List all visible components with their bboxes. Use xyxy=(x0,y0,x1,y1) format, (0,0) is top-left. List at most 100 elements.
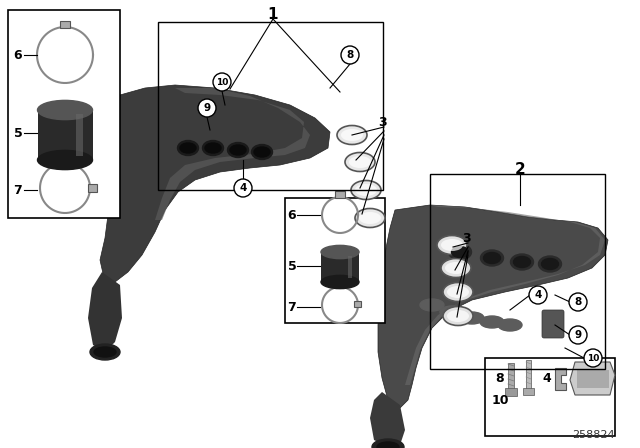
Text: 7: 7 xyxy=(13,184,22,197)
Ellipse shape xyxy=(480,316,504,328)
Polygon shape xyxy=(378,205,608,408)
Ellipse shape xyxy=(511,254,534,270)
Polygon shape xyxy=(100,85,330,282)
Text: 5: 5 xyxy=(287,259,296,272)
Text: 4: 4 xyxy=(239,183,246,193)
Ellipse shape xyxy=(443,283,473,302)
Polygon shape xyxy=(370,392,405,447)
Text: 9: 9 xyxy=(204,103,211,113)
Text: 10: 10 xyxy=(587,353,599,362)
Ellipse shape xyxy=(321,276,359,289)
FancyBboxPatch shape xyxy=(577,370,609,388)
Text: 4: 4 xyxy=(543,371,552,384)
Polygon shape xyxy=(88,272,122,352)
Ellipse shape xyxy=(441,239,463,251)
Ellipse shape xyxy=(38,151,93,170)
Ellipse shape xyxy=(460,312,484,324)
Ellipse shape xyxy=(377,442,399,448)
Ellipse shape xyxy=(252,145,273,159)
FancyBboxPatch shape xyxy=(88,184,97,192)
FancyBboxPatch shape xyxy=(485,358,615,436)
Circle shape xyxy=(198,99,216,117)
Ellipse shape xyxy=(321,246,359,258)
Circle shape xyxy=(569,293,587,311)
FancyBboxPatch shape xyxy=(348,256,352,278)
Ellipse shape xyxy=(254,147,270,157)
Circle shape xyxy=(234,179,252,197)
Ellipse shape xyxy=(447,310,469,322)
FancyBboxPatch shape xyxy=(526,360,531,390)
Text: 3: 3 xyxy=(378,116,387,129)
Ellipse shape xyxy=(481,250,504,266)
Ellipse shape xyxy=(538,256,561,272)
Ellipse shape xyxy=(449,244,472,260)
Ellipse shape xyxy=(355,184,377,196)
Ellipse shape xyxy=(445,262,467,274)
Polygon shape xyxy=(555,368,566,390)
Polygon shape xyxy=(570,362,615,395)
Circle shape xyxy=(341,46,359,64)
Text: 2: 2 xyxy=(515,161,525,177)
Ellipse shape xyxy=(437,236,467,254)
FancyBboxPatch shape xyxy=(354,301,361,307)
Circle shape xyxy=(213,73,231,91)
Ellipse shape xyxy=(541,258,559,270)
Ellipse shape xyxy=(202,141,223,155)
Ellipse shape xyxy=(341,129,363,141)
Ellipse shape xyxy=(359,212,381,224)
Ellipse shape xyxy=(180,143,196,153)
FancyBboxPatch shape xyxy=(38,110,93,160)
Ellipse shape xyxy=(483,253,500,263)
Text: 10: 10 xyxy=(492,393,509,406)
Polygon shape xyxy=(405,205,605,385)
Ellipse shape xyxy=(372,439,404,448)
Text: 9: 9 xyxy=(575,330,582,340)
Ellipse shape xyxy=(420,299,444,311)
Text: 3: 3 xyxy=(462,232,470,245)
Text: 1: 1 xyxy=(268,7,278,22)
FancyBboxPatch shape xyxy=(542,310,564,338)
Ellipse shape xyxy=(355,208,385,228)
Circle shape xyxy=(529,286,547,304)
Ellipse shape xyxy=(94,347,116,357)
Ellipse shape xyxy=(38,100,93,120)
FancyBboxPatch shape xyxy=(505,388,517,396)
Text: 8: 8 xyxy=(346,50,354,60)
Ellipse shape xyxy=(447,286,469,298)
Ellipse shape xyxy=(513,257,531,267)
Text: 6: 6 xyxy=(288,208,296,221)
Text: 6: 6 xyxy=(13,48,22,61)
Ellipse shape xyxy=(230,145,246,155)
FancyBboxPatch shape xyxy=(8,10,120,218)
Circle shape xyxy=(569,326,587,344)
Polygon shape xyxy=(155,88,310,220)
Circle shape xyxy=(584,349,602,367)
Ellipse shape xyxy=(498,319,522,331)
Ellipse shape xyxy=(227,142,248,158)
FancyBboxPatch shape xyxy=(285,198,385,323)
Ellipse shape xyxy=(451,246,468,258)
Ellipse shape xyxy=(440,306,464,318)
Text: 4: 4 xyxy=(534,290,541,300)
FancyBboxPatch shape xyxy=(508,363,514,391)
FancyBboxPatch shape xyxy=(60,21,70,28)
Ellipse shape xyxy=(345,152,375,172)
Text: 10: 10 xyxy=(216,78,228,86)
Text: 8: 8 xyxy=(574,297,582,307)
Text: 258824: 258824 xyxy=(572,430,615,440)
Ellipse shape xyxy=(351,181,381,199)
Text: 8: 8 xyxy=(496,371,504,384)
Ellipse shape xyxy=(177,141,198,155)
Ellipse shape xyxy=(205,143,221,153)
Ellipse shape xyxy=(349,156,371,168)
Ellipse shape xyxy=(337,125,367,145)
Ellipse shape xyxy=(441,258,471,277)
FancyBboxPatch shape xyxy=(523,388,534,395)
Text: 7: 7 xyxy=(287,301,296,314)
Ellipse shape xyxy=(90,344,120,360)
FancyBboxPatch shape xyxy=(335,191,345,198)
Ellipse shape xyxy=(443,306,473,326)
FancyBboxPatch shape xyxy=(321,252,359,282)
FancyBboxPatch shape xyxy=(76,114,83,156)
Text: 5: 5 xyxy=(13,126,22,139)
